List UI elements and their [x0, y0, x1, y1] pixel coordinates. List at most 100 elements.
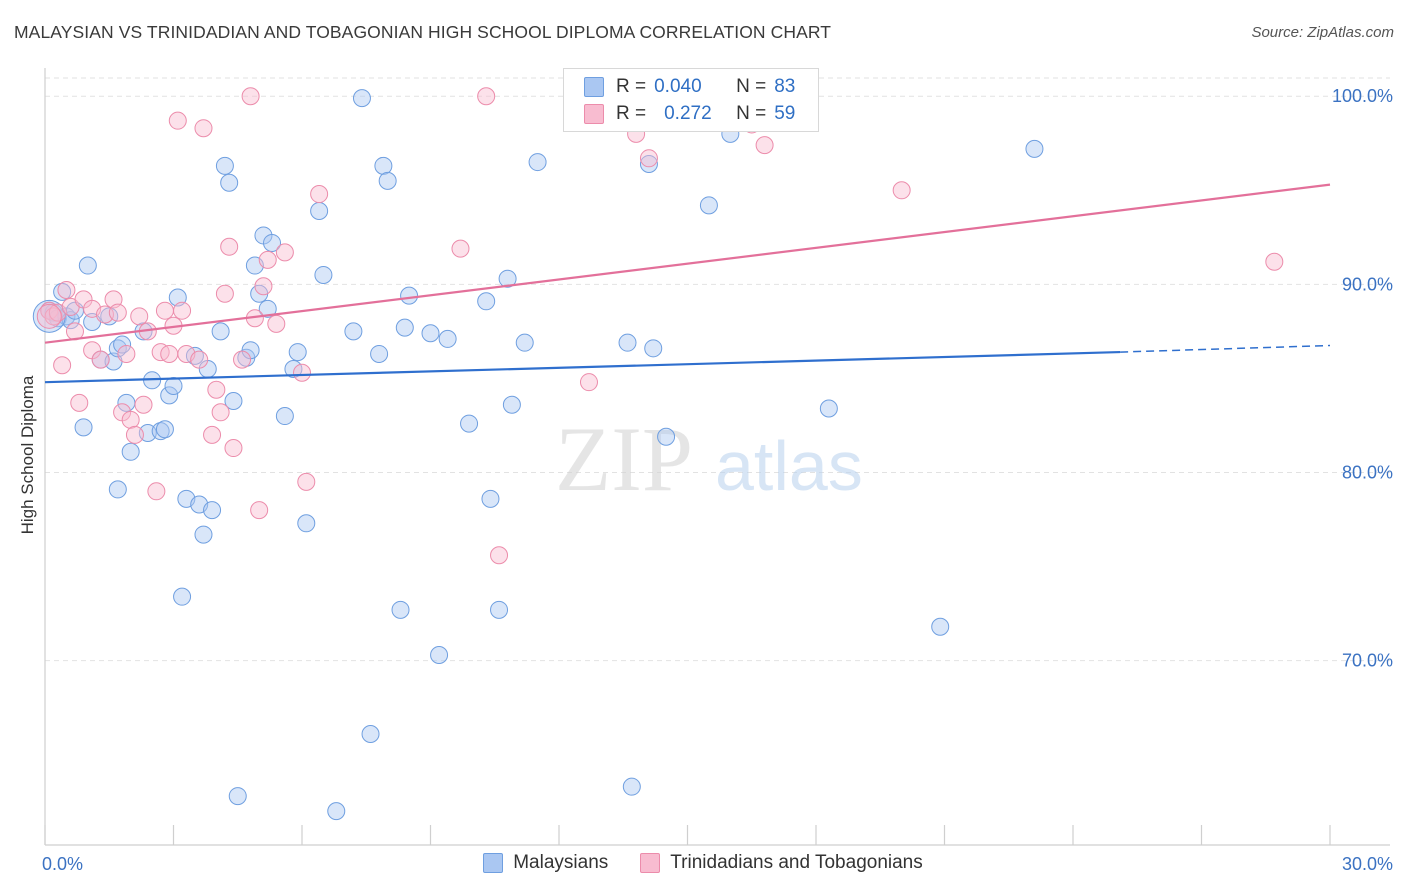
trinidadian-point: [579, 373, 598, 392]
malaysian-point: [460, 414, 479, 433]
malaysian-point: [378, 171, 397, 190]
trinidadian-point: [477, 87, 496, 106]
trinidadian-point: [117, 344, 136, 363]
legend-item-malaysians: Malaysians: [483, 852, 608, 874]
legend-row-trinidadians: R = 0.272 N = 59: [584, 102, 795, 126]
trinidadian-point: [155, 301, 174, 320]
trinidadian-point: [254, 277, 273, 296]
legend-swatch-blue: [584, 77, 604, 97]
malaysians-points: [32, 89, 1044, 821]
malaysian-point: [477, 292, 496, 311]
malaysian-point: [220, 173, 239, 192]
malaysian-point: [515, 333, 534, 352]
malaysian-point: [297, 514, 316, 533]
malaysian-point: [699, 196, 718, 215]
malaysian-point: [819, 399, 838, 418]
malaysian-point: [395, 318, 414, 337]
malaysian-point: [211, 322, 230, 341]
malaysian-point: [258, 299, 277, 318]
malaysian-point: [391, 600, 410, 619]
malaysian-point: [370, 344, 389, 363]
trinidadian-point: [147, 482, 166, 501]
legend-r-value: 0.040: [654, 76, 702, 97]
trinidadian-point: [241, 87, 260, 106]
legend-r-value: 0.272: [664, 103, 712, 124]
trinidadian-point: [258, 250, 277, 269]
trinidadian-point: [297, 472, 316, 491]
trinidadian-point: [91, 350, 110, 369]
malaysian-point: [194, 525, 213, 544]
malaysian-point: [275, 407, 294, 426]
malaysian-point: [108, 480, 127, 499]
malaysian-point: [502, 395, 521, 414]
watermark-atlas: atlas: [715, 427, 863, 505]
trinidadian-point: [168, 111, 187, 130]
trinidadian-point: [1265, 252, 1284, 271]
trinidadian-point: [755, 136, 774, 155]
trinidadian-point: [57, 281, 76, 299]
trinidadian-point: [293, 363, 311, 382]
trinidadian-point: [108, 303, 127, 322]
legend-r-label: R =: [616, 76, 647, 97]
malaysian-point: [498, 269, 517, 288]
trinidadian-point: [207, 380, 226, 399]
trinidadian-point: [490, 546, 509, 565]
malaysian-point: [121, 442, 140, 461]
trend-lines: [44, 183, 1331, 384]
trinidadian-point: [892, 181, 911, 200]
legend-r-label: R =: [616, 103, 647, 124]
grid-lines: [45, 77, 1390, 662]
legend-swatch-trinidadians: [640, 853, 661, 873]
malaysian-point: [344, 322, 363, 341]
correlation-legend: R = 0.040 N = 83 R = 0.272 N = 59: [563, 68, 819, 132]
malaysian-point: [113, 335, 132, 354]
malaysian-point: [263, 233, 282, 252]
trinidadian-point: [160, 344, 179, 363]
malaysian-point: [327, 802, 346, 821]
legend-swatch-pink: [584, 104, 604, 124]
legend-label-trinidadians: Trinidadians and Tobagonians: [670, 852, 923, 873]
malaysian-point: [155, 420, 174, 439]
legend-n-label: N =: [736, 76, 767, 97]
y-tick-label: 90.0%: [1342, 274, 1393, 294]
malaysian-point: [173, 587, 192, 606]
trinidadian-point: [250, 501, 269, 520]
trinidadian-point: [173, 301, 192, 320]
trinidadian-point: [125, 425, 144, 444]
malaysian-point: [228, 787, 247, 806]
malaysian-point: [78, 256, 97, 275]
trinidadian-point: [211, 403, 230, 422]
axes: [44, 68, 1390, 846]
trinidadians-trend-line: [44, 183, 1331, 344]
malaysian-point: [215, 156, 234, 175]
trinidadian-point: [36, 303, 62, 329]
trinidadian-point: [121, 410, 140, 429]
x-tick-label: 0.0%: [42, 854, 83, 874]
trinidadian-point: [70, 393, 89, 412]
trinidadian-point: [203, 425, 222, 444]
malaysians-trend-extension: [1120, 344, 1331, 353]
malaysian-point: [430, 645, 449, 664]
legend-swatch-malaysians: [483, 853, 504, 873]
malaysian-point: [361, 725, 380, 743]
malaysian-point: [639, 154, 658, 173]
legend-n-value: 59: [774, 103, 796, 124]
trinidadian-point: [220, 237, 239, 256]
malaysian-point: [284, 360, 303, 379]
malaysian-point: [490, 600, 509, 619]
x-tick-label: 30.0%: [1342, 854, 1393, 874]
trinidadian-point: [134, 395, 153, 414]
legend-n-label: N =: [736, 103, 767, 124]
malaysian-point: [421, 324, 440, 343]
malaysian-point: [400, 286, 419, 305]
malaysian-point: [657, 427, 676, 446]
malaysian-point: [288, 343, 307, 362]
tick-labels: 70.0% 80.0% 90.0% 100.0% 0.0% 30.0%: [42, 86, 1393, 874]
malaysian-point: [160, 386, 179, 405]
legend-item-trinidadians: Trinidadians and Tobagonians: [640, 852, 923, 874]
watermark: ZIP atlas: [555, 408, 863, 510]
chart-title: MALAYSIAN VS TRINIDADIAN AND TOBAGONIAN …: [14, 22, 832, 42]
malaysian-point: [374, 156, 393, 175]
y-tick-label: 80.0%: [1342, 462, 1393, 482]
